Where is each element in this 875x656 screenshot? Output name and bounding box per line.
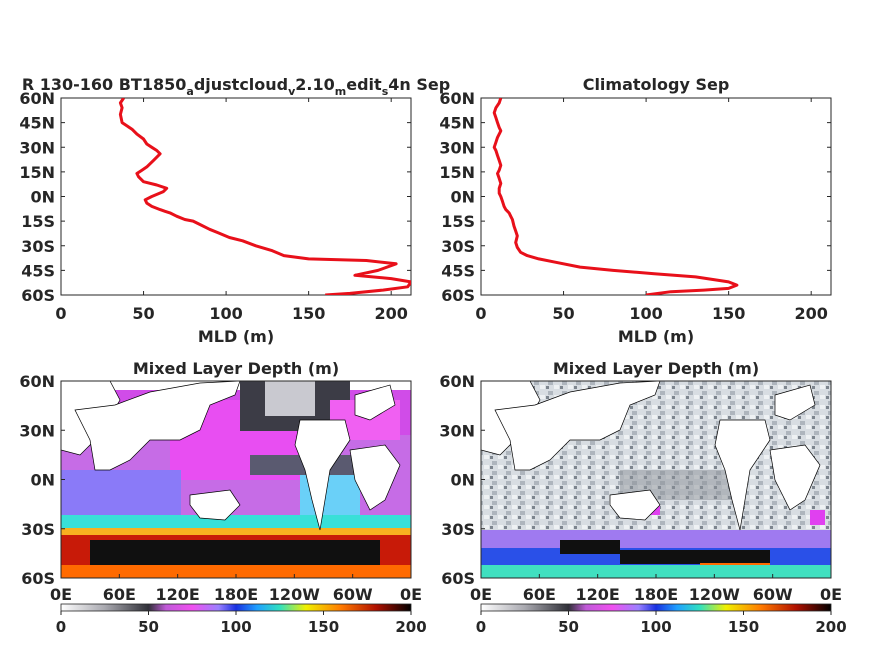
x-tick-label: 100 (629, 304, 662, 323)
map-y-tick-label: 60S (21, 569, 55, 588)
axis-ticks: 0 50 100 150 200 60N 45N 30N 15N 0N 15S 30S 45S 60S (439, 89, 831, 323)
map-field (61, 381, 411, 578)
title-segment: 4n Sep (388, 75, 450, 94)
colorbar-gradient (60, 603, 412, 612)
map-x-tick-label: 60E (103, 585, 136, 604)
title-subscript: s (382, 85, 389, 98)
x-tick-label: 0 (475, 304, 486, 323)
colorbar-tick-label: 200 (395, 618, 426, 636)
y-tick-label: 15S (441, 212, 475, 231)
colorbar-tick-label: 200 (815, 618, 846, 636)
colorbar-gradient (480, 603, 832, 612)
colorbar-tick-label: 0 (56, 618, 66, 636)
colorbar-tick-label: 0 (476, 618, 486, 636)
map-y-tick-label: 30N (439, 421, 475, 440)
map-x-tick-label: 0E (400, 585, 422, 604)
title-segment: 2.10 (295, 75, 334, 94)
x-tick-label: 50 (132, 304, 154, 323)
x-tick-label: 200 (794, 304, 827, 323)
colorbar-tick-label: 50 (138, 618, 159, 636)
title-segment: djustcloud (194, 75, 288, 94)
map-y-tick-label: 0N (30, 471, 55, 490)
y-tick-label: 45S (441, 261, 475, 280)
map-y-tick-label: 60N (439, 372, 475, 391)
y-tick-label: 15S (21, 212, 55, 231)
colorbar-tick-label: 100 (640, 618, 671, 636)
map-x-tick-label: 0E (820, 585, 842, 604)
x-axis-label: MLD (m) (618, 327, 694, 346)
colorbar: 0 50 100 150 200 (476, 603, 847, 636)
map-title-model: Mixed Layer Depth (m) (133, 359, 339, 378)
map-title-climatology: Mixed Layer Depth (m) (553, 359, 759, 378)
y-tick-label: 45S (21, 261, 55, 280)
y-tick-label: 15N (439, 163, 475, 182)
y-tick-label: 60N (439, 89, 475, 108)
map-axis-ticks: 0E 60E 120E 180E 120W 60W 0E 60N 30N 0N 30S 60S (19, 372, 422, 604)
y-tick-label: 60N (19, 89, 55, 108)
y-tick-label: 60S (21, 286, 55, 305)
title-subscript: m (335, 85, 346, 98)
y-tick-label: 30S (21, 237, 55, 256)
title-segment: edit (346, 75, 382, 94)
mld-map-climatology: Mixed Layer Depth (m) 0E 60E 120E 180E 120W 6… (439, 359, 846, 636)
y-tick-label: 15N (19, 163, 55, 182)
chart-title-model: R 130-160 BT1850adjustcloudv2.10medits4n… (22, 75, 450, 98)
colorbar-tick-label: 150 (308, 618, 339, 636)
map-x-tick-label: 60E (523, 585, 556, 604)
map-x-tick-label: 0E (470, 585, 492, 604)
map-x-tick-label: 120E (576, 585, 620, 604)
series-line-group (118, 98, 411, 295)
profile-chart-model: R 130-160 BT1850adjustcloudv2.10medits4n… (19, 75, 450, 346)
series-line (118, 98, 411, 295)
colorbar-tick-label: 100 (220, 618, 251, 636)
y-tick-label: 30S (441, 237, 475, 256)
map-y-tick-label: 60S (441, 569, 475, 588)
chart-title-climatology: Climatology Sep (583, 75, 730, 94)
x-tick-label: 50 (552, 304, 574, 323)
map-y-tick-label: 0N (450, 471, 475, 490)
y-tick-label: 30N (19, 138, 55, 157)
axis-ticks: 0 50 100 150 200 60N 45N 30N 15N 0N 15S 30S 45S 60S (19, 89, 411, 323)
map-x-tick-label: 60W (333, 585, 373, 604)
map-y-tick-label: 30S (441, 520, 475, 539)
map-y-tick-label: 30S (21, 520, 55, 539)
x-axis-label: MLD (m) (198, 327, 274, 346)
x-tick-label: 0 (55, 304, 66, 323)
x-tick-label: 200 (374, 304, 407, 323)
map-x-tick-label: 120W (269, 585, 320, 604)
map-axis-ticks: 0E 60E 120E 180E 120W 60W 0E 60N 30N 0N 30S 60S (439, 372, 842, 604)
map-field (481, 381, 831, 578)
series-line-group (492, 98, 739, 295)
x-tick-label: 150 (712, 304, 745, 323)
y-tick-label: 0N (450, 188, 475, 207)
map-x-tick-label: 60W (753, 585, 793, 604)
map-x-tick-label: 120E (156, 585, 200, 604)
plot-area (480, 97, 832, 296)
title-subscript: a (186, 85, 193, 98)
title-subscript: v (288, 85, 296, 98)
y-tick-label: 45N (439, 114, 475, 133)
map-y-tick-label: 30N (19, 421, 55, 440)
y-tick-label: 0N (30, 188, 55, 207)
series-line (492, 98, 739, 295)
colorbar-tick-label: 150 (728, 618, 759, 636)
y-tick-label: 30N (439, 138, 475, 157)
y-tick-label: 45N (19, 114, 55, 133)
y-tick-label: 60S (441, 286, 475, 305)
colorbar: 0 50 100 150 200 (56, 603, 427, 636)
map-x-tick-label: 180E (634, 585, 678, 604)
map-x-tick-label: 120W (689, 585, 740, 604)
colorbar-tick-label: 50 (558, 618, 579, 636)
profile-chart-climatology: Climatology Sep 0 50 100 150 200 60N 45N 30N 15N… (439, 75, 832, 346)
plot-area (60, 97, 412, 296)
x-tick-label: 150 (292, 304, 325, 323)
x-tick-label: 100 (209, 304, 242, 323)
map-x-tick-label: 0E (50, 585, 72, 604)
map-x-tick-label: 180E (214, 585, 258, 604)
mld-map-model: Mixed Layer Depth (m) (19, 359, 426, 636)
map-y-tick-label: 60N (19, 372, 55, 391)
